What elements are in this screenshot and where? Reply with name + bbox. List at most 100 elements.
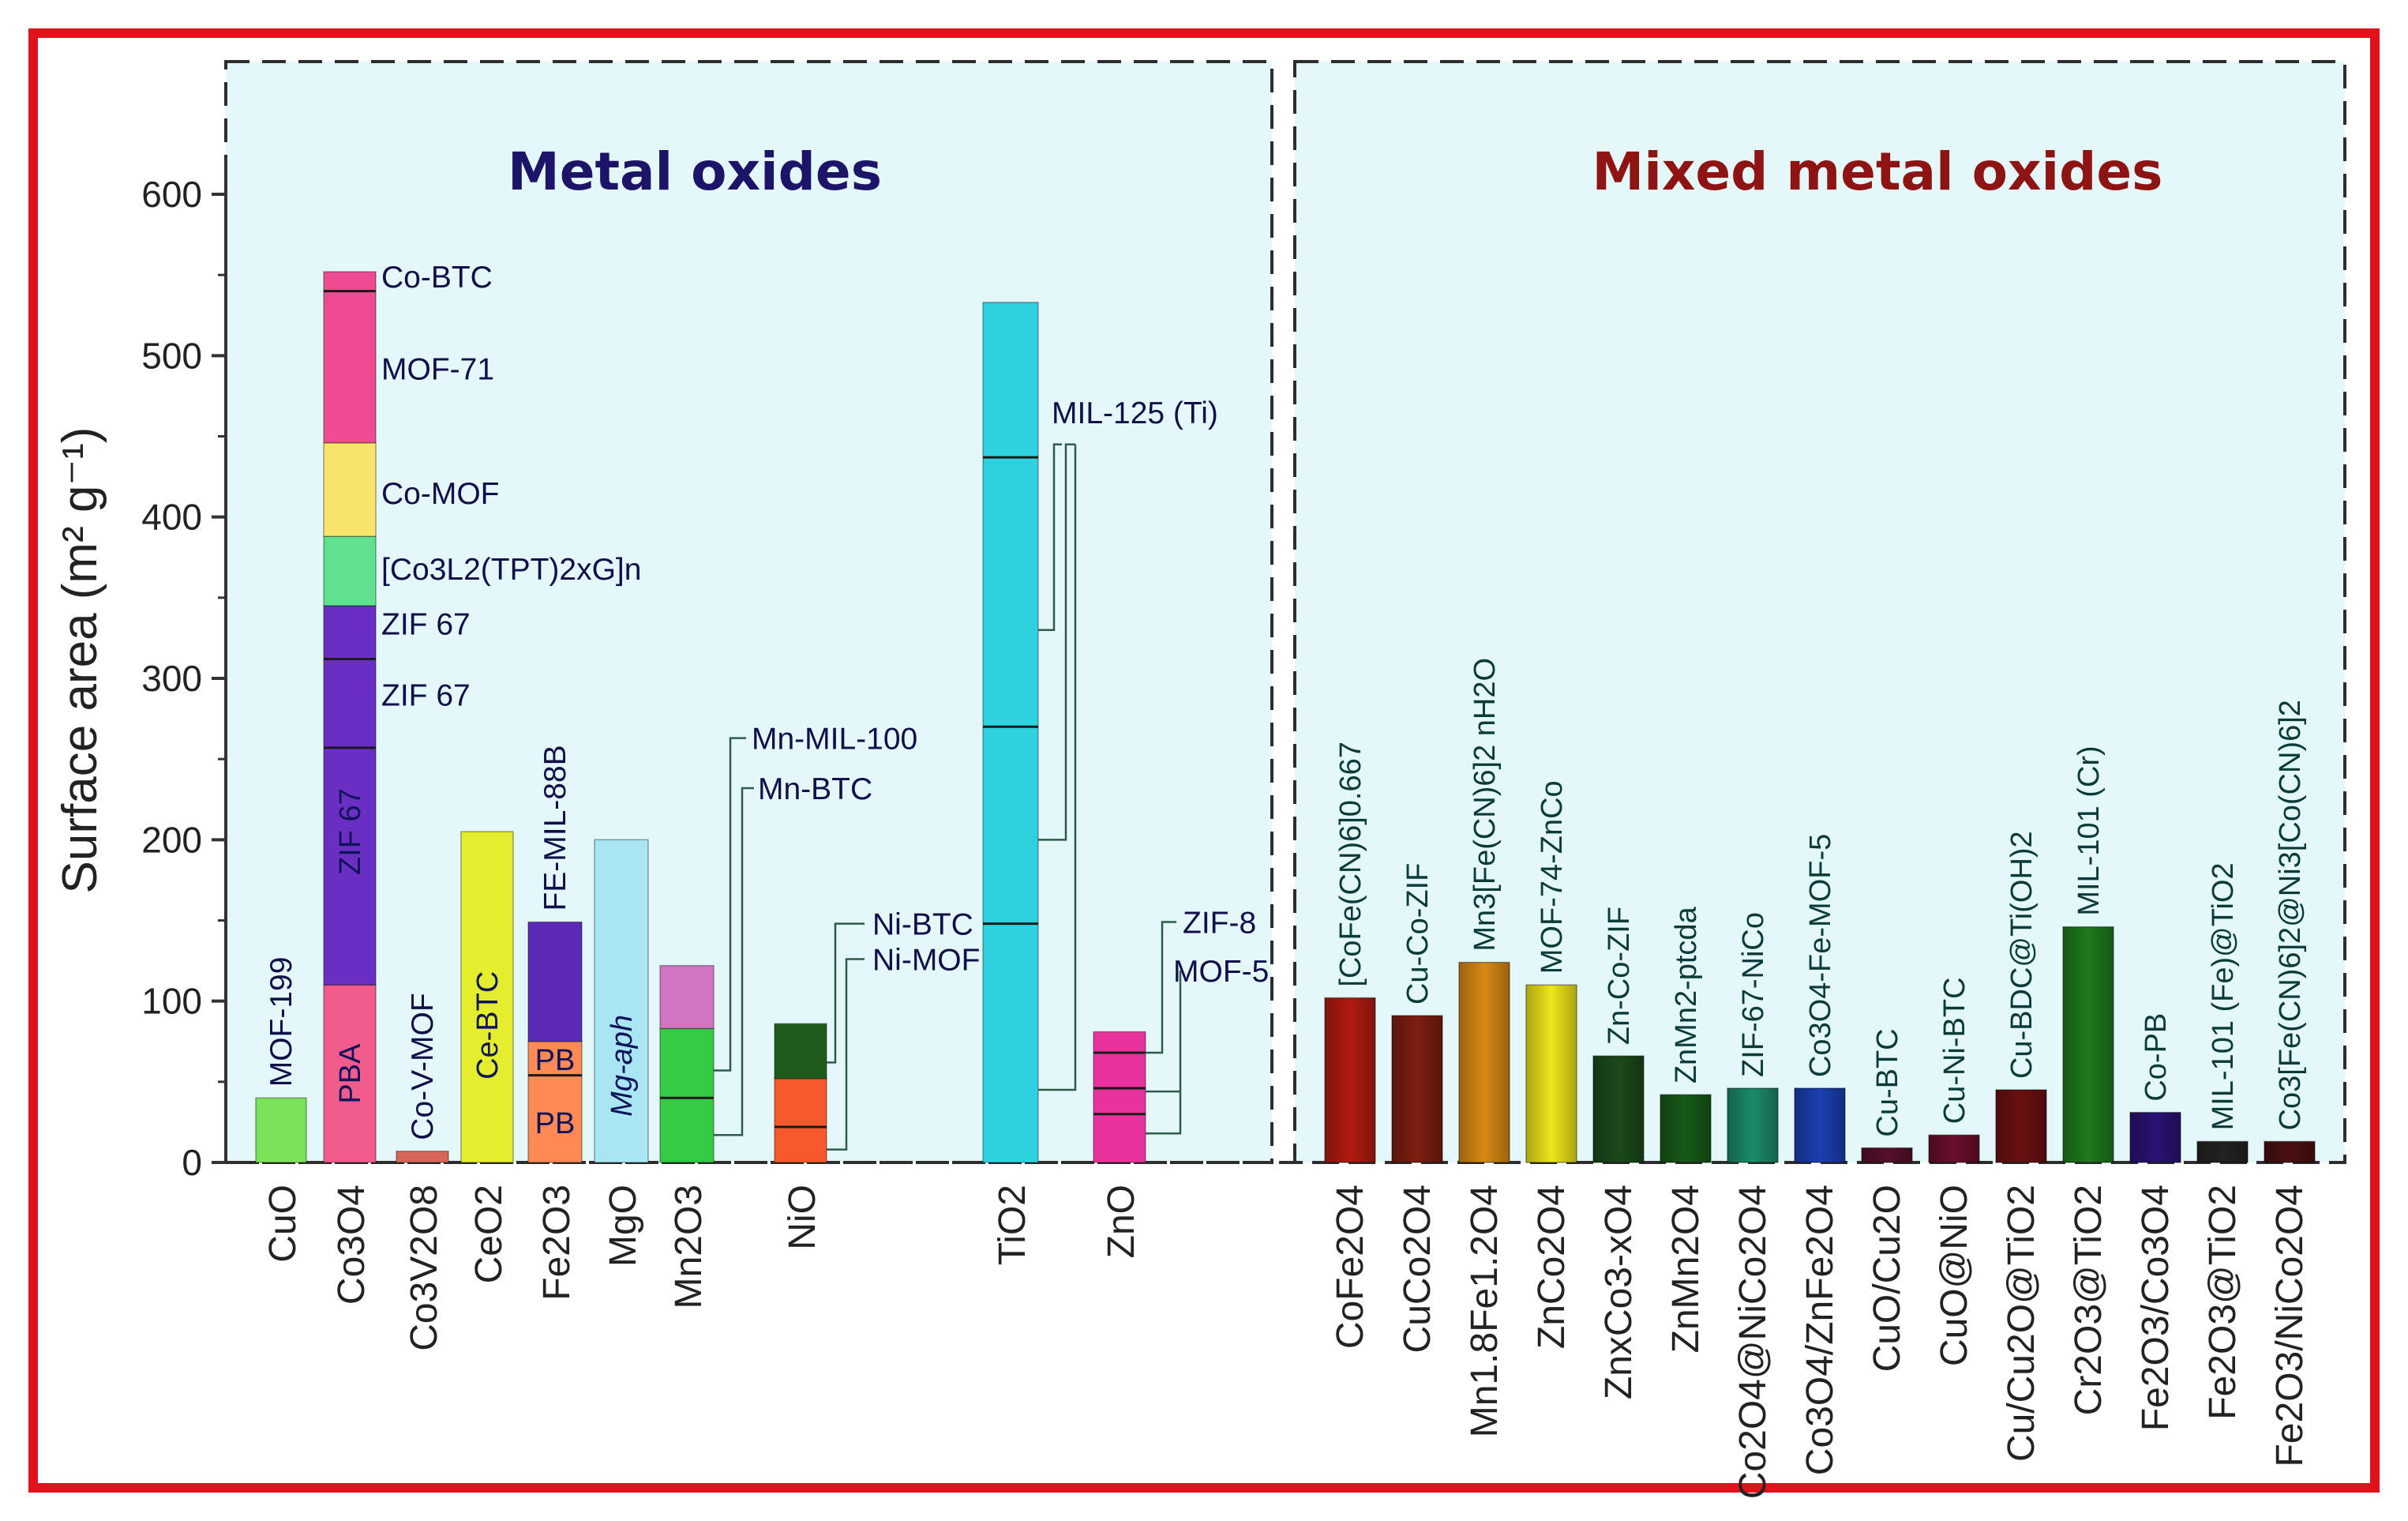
- bar-annotation: PB: [535, 1107, 576, 1140]
- bar-annotation: MOF-71: [381, 353, 494, 387]
- bar-annotation: MOF-74-ZnCo: [1536, 780, 1569, 974]
- bar-annotation: Co-MOF: [381, 477, 500, 511]
- bar-annotation: ZIF-8: [1183, 907, 1256, 941]
- x-category-label: CoFe2O4: [1330, 1185, 1371, 1349]
- bar-annotation: [Co3L2(TPT)2xG]n: [381, 553, 641, 587]
- metal-oxide-bar-6: [659, 964, 715, 1163]
- x-category-label: Co2O4@NiCo2O4: [1732, 1185, 1774, 1499]
- x-category-label: Mn2O3: [668, 1185, 710, 1309]
- bar-shading: [1325, 997, 1375, 1162]
- mixed-oxide-bar-11: [2062, 926, 2114, 1163]
- x-category-label: ZnMn2O4: [1665, 1185, 1707, 1353]
- mixed-oxide-bar-8: [1861, 1147, 1913, 1163]
- bar-shading: [1593, 1056, 1644, 1162]
- bar-segment: [594, 839, 649, 1163]
- bar-segment: [774, 1077, 827, 1163]
- x-category-label: CuO@NiO: [1934, 1185, 1975, 1366]
- bar-annotation: PB: [535, 1044, 576, 1077]
- bar-annotation: Cu-BDC@Ti(OH)2: [2005, 831, 2039, 1079]
- mixed-oxide-bar-2: [1458, 961, 1510, 1163]
- bar-annotation: Mn3[Fe(CN)6]2 nH2O: [1468, 658, 1502, 952]
- bar-annotation: ZIF-67-NiCo: [1737, 912, 1770, 1077]
- metal-oxide-bar-0: [255, 1097, 307, 1163]
- x-category-label: NiO: [782, 1185, 823, 1250]
- x-category-label: Mn1.8Fe1.2O4: [1464, 1185, 1506, 1437]
- x-category-label: ZnCo2O4: [1531, 1185, 1573, 1349]
- bar-annotation: Ce-BTC: [471, 971, 504, 1080]
- bar-annotation: Co-BTC: [381, 261, 493, 295]
- bar-shading: [1660, 1095, 1711, 1162]
- bar-segment: [255, 1097, 307, 1163]
- bar-annotation: ZnMn2-ptcda: [1670, 906, 1703, 1083]
- bar-segment: [1093, 1031, 1146, 1163]
- x-category-label: Co3O4: [331, 1185, 373, 1305]
- metal-oxides-panel: [224, 60, 1273, 1164]
- bar-annotation: MIL-101 (Cr): [2072, 745, 2106, 915]
- metal-oxide-bar-8: [982, 302, 1039, 1163]
- bar-annotation: Ni-BTC: [872, 908, 973, 942]
- bar-annotation: MIL-101 (Fe)@TiO2: [2207, 862, 2240, 1130]
- bar-segment: [396, 1150, 449, 1163]
- bar-annotation: ZIF 67: [381, 678, 471, 712]
- metal-oxide-bar-9: [1093, 1031, 1146, 1163]
- y-tick-label: 200: [141, 819, 202, 860]
- mixed-oxide-bar-5: [1660, 1094, 1712, 1163]
- bar-segment: [323, 271, 377, 444]
- bar-shading: [2197, 1141, 2248, 1162]
- x-category-label: ZnxCo3-xO4: [1598, 1185, 1640, 1399]
- bar-annotation: PBA: [334, 1043, 367, 1104]
- bar-shading: [1727, 1088, 1778, 1162]
- mixed-oxide-bar-10: [1995, 1089, 2047, 1163]
- metal-oxide-bar-5: [594, 839, 649, 1163]
- x-category-label: Co3V2O8: [403, 1185, 445, 1351]
- mixed-oxide-bar-4: [1592, 1055, 1645, 1163]
- bar-annotation: Cu-Ni-BTC: [1938, 977, 1971, 1124]
- mixed-oxide-bar-3: [1525, 984, 1577, 1163]
- bar-shading: [2063, 926, 2114, 1162]
- mixed-oxide-bar-14: [2264, 1140, 2316, 1163]
- metal-oxides-title: Metal oxides: [508, 141, 882, 202]
- bar-annotation: MOF-199: [264, 957, 298, 1087]
- bar-annotation: MOF-5: [1173, 955, 1269, 989]
- y-tick-label: 300: [141, 658, 202, 699]
- x-category-label: CuCo2O4: [1397, 1185, 1438, 1353]
- bar-annotation: Co-PB: [2140, 1013, 2173, 1102]
- bar-annotation: FE-MIL-88B: [538, 745, 572, 911]
- metal-oxide-bar-3: [460, 831, 514, 1163]
- bar-segment: [774, 1023, 827, 1080]
- bar-segment: [659, 1027, 715, 1163]
- metal-oxide-bar-1: [323, 271, 377, 1163]
- y-axis-label: Surface area (m² g⁻¹): [53, 427, 107, 894]
- y-tick-label: 0: [182, 1142, 202, 1183]
- leader-line: [1038, 444, 1077, 1091]
- x-category-label: TiO2: [992, 1185, 1033, 1265]
- metal-oxide-bar-4: [527, 921, 583, 1163]
- y-tick-label: 100: [141, 981, 202, 1022]
- leader-line: [827, 922, 865, 1064]
- bar-annotation: Co3O4-Fe-MOF-5: [1804, 834, 1837, 1077]
- bar-annotation: Cu-Co-ZIF: [1401, 863, 1435, 1005]
- x-category-label: Cr2O3@TiO2: [2068, 1185, 2110, 1415]
- metal-oxide-bar-2: [396, 1150, 449, 1163]
- x-category-label: Fe2O3/NiCo2O4: [2269, 1185, 2311, 1467]
- x-category-label: Co3O4/ZnFe2O4: [1799, 1185, 1841, 1475]
- y-tick-label: 600: [141, 174, 202, 215]
- bar-shading: [1996, 1090, 2046, 1162]
- bar-shading: [2130, 1112, 2181, 1162]
- mixed-metal-oxides-title: Mixed metal oxides: [1592, 141, 2163, 202]
- bar-annotation: Co-V-MOF: [406, 993, 440, 1140]
- leader-line: [714, 787, 754, 1136]
- bar-segment: [323, 441, 377, 537]
- x-category-label: MgO: [602, 1185, 644, 1267]
- leader-line: [1146, 921, 1176, 1054]
- y-tick-label: 400: [141, 497, 202, 538]
- mixed-oxide-bar-12: [2129, 1111, 2181, 1163]
- mixed-oxide-bar-13: [2196, 1140, 2249, 1163]
- mixed-oxide-bar-6: [1727, 1087, 1779, 1163]
- bar-segment: [982, 302, 1039, 1163]
- mixed-oxide-bar-9: [1928, 1134, 1980, 1163]
- bar-shading: [1929, 1135, 1979, 1162]
- bar-shading: [2264, 1141, 2315, 1162]
- leader-line: [827, 958, 865, 1151]
- metal-oxide-bar-7: [774, 1023, 827, 1163]
